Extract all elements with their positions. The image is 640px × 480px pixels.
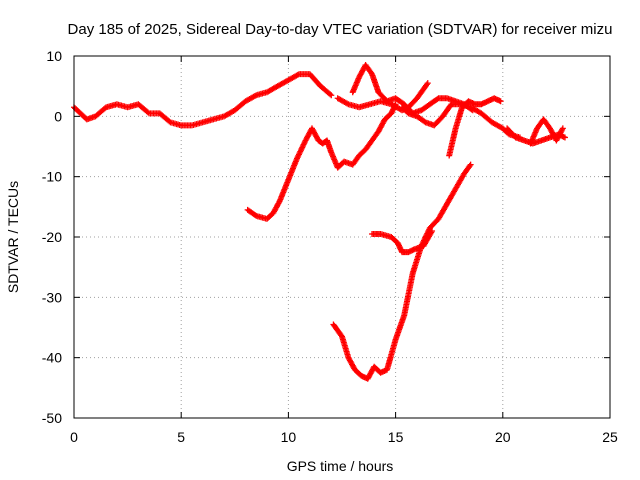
x-tick-label: 10 [281, 429, 297, 445]
data-point [344, 100, 351, 107]
x-tick-label: 25 [602, 429, 618, 445]
data-point [423, 81, 430, 88]
y-tick-label: 10 [46, 48, 62, 64]
y-axis-label: SDTVAR / TECUs [5, 181, 21, 293]
data-point [276, 199, 283, 206]
axis-ticks: 0 5 10 15 20 25 -50 -40 -30 -20 -10 0 10 [42, 48, 618, 445]
data-point [392, 101, 399, 108]
data-point [328, 92, 335, 99]
y-tick-label: -30 [42, 289, 62, 305]
data-point [252, 212, 259, 219]
series-track-8 [244, 101, 399, 222]
data-point [434, 96, 441, 103]
data-point [424, 80, 431, 87]
x-tick-label: 0 [70, 429, 78, 445]
data-point [251, 92, 258, 99]
data-point [327, 91, 334, 98]
data-point [497, 98, 504, 105]
series-track-10 [369, 227, 436, 256]
data-point [338, 332, 345, 339]
y-tick-label: -10 [42, 169, 62, 185]
data-point [467, 161, 474, 168]
data-points [71, 62, 568, 382]
data-point [294, 71, 301, 78]
x-tick-label: 20 [495, 429, 511, 445]
chart-title: Day 185 of 2025, Sidereal Day-to-day VTE… [68, 21, 613, 38]
grid-lines [74, 56, 610, 418]
data-point [466, 162, 473, 169]
y-tick-label: -20 [42, 229, 62, 245]
data-point [429, 227, 436, 234]
y-tick-label: -50 [42, 410, 62, 426]
y-tick-label: -40 [42, 350, 62, 366]
x-tick-label: 15 [388, 429, 404, 445]
x-tick-label: 5 [177, 429, 185, 445]
series-track-5 [446, 95, 504, 159]
series-track-7 [527, 116, 566, 147]
y-tick-label: 0 [54, 108, 62, 124]
x-axis-label: GPS time / hours [287, 458, 394, 474]
data-point [561, 134, 568, 141]
data-point [144, 109, 151, 116]
data-point [559, 125, 566, 132]
data-point [559, 126, 566, 133]
series-track-1 [71, 71, 335, 129]
